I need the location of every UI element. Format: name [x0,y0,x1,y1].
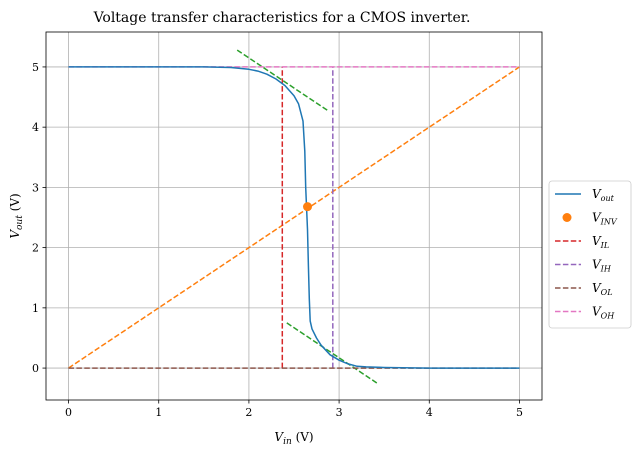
x-tick-label: 2 [245,406,252,419]
legend-label: VINV [592,211,618,227]
x-axis-label: Vin (V) [274,430,313,447]
legend-label: VIL [592,234,609,250]
x-tick-label: 3 [336,406,343,419]
legend-label: VIH [592,258,612,274]
chart-title: Voltage transfer characteristics for a C… [93,10,471,26]
legend-label: VOL [592,281,613,297]
x-tick-label: 1 [155,406,162,419]
ticks: 0 1 2 3 4 5 0 1 2 3 4 5 [32,61,523,419]
x-tick-label: 4 [426,406,433,419]
reference-line [68,66,520,369]
y-tick-label: 4 [32,121,39,134]
series-point-vinv [303,202,313,212]
reference-line [236,49,328,111]
y-tick-label: 5 [32,61,39,74]
legend-label: VOH [592,305,615,321]
series-line-vout [68,66,520,369]
legend-label: Vout [592,187,615,203]
legend: Vout VINV VIL VIH VOL VOH [548,180,632,329]
plot-frame [45,31,543,401]
y-tick-label: 2 [32,242,39,255]
legend-box [548,180,632,329]
legend-marker [562,213,572,222]
reference-line [286,322,378,384]
x-tick-label: 0 [65,406,72,419]
y-tick-label: 0 [32,362,39,375]
plot-lines [68,49,520,384]
y-axis-label: Vout (V) [8,193,25,238]
x-tick-label: 5 [516,406,523,419]
y-tick-label: 3 [32,181,39,194]
y-tick-label: 1 [32,302,39,315]
